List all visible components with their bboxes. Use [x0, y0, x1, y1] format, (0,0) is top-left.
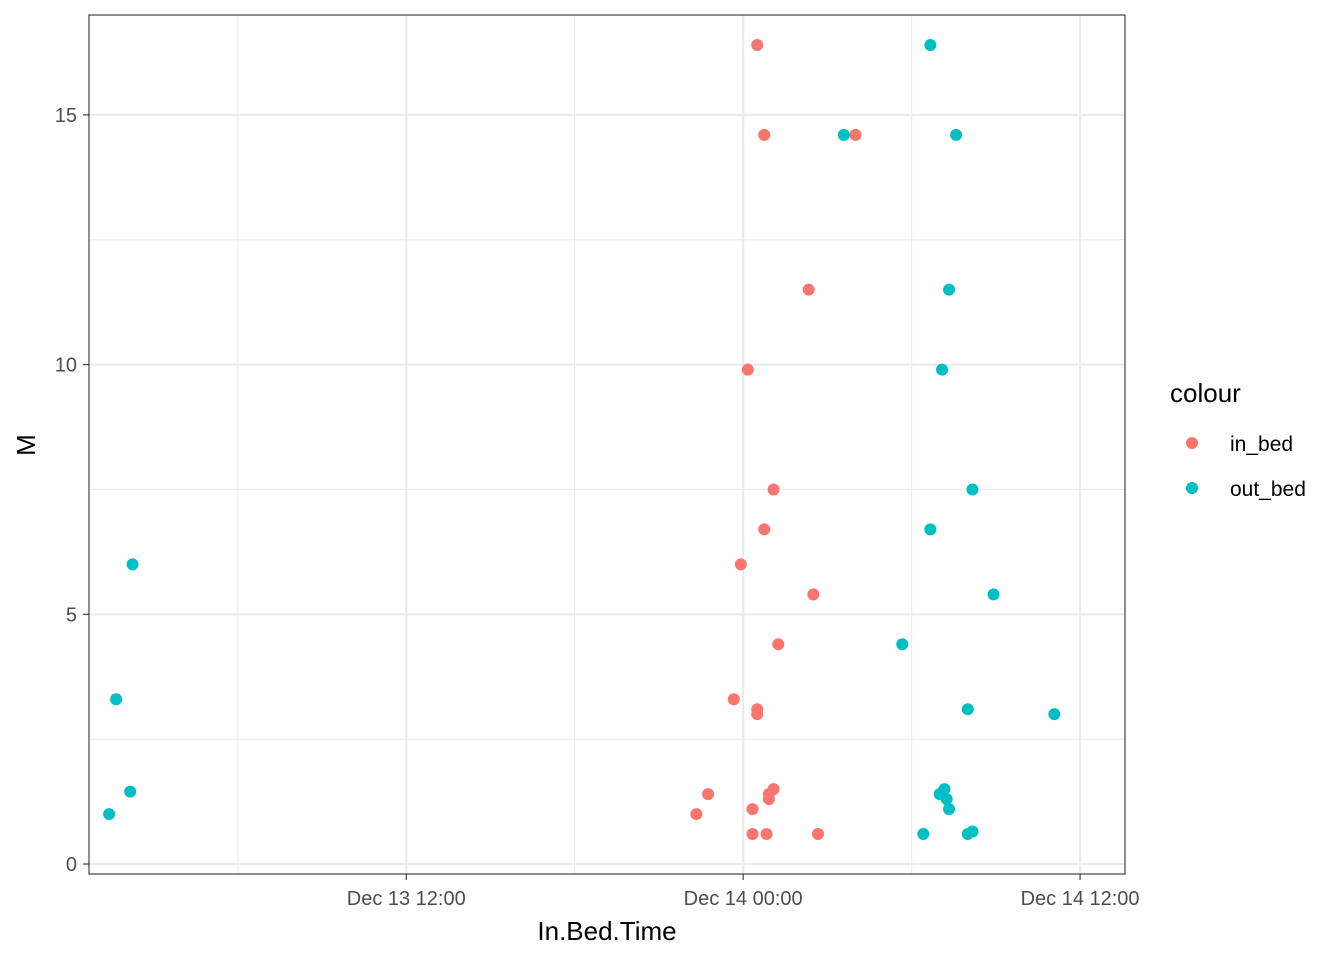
point-in-bed	[758, 523, 771, 536]
grid-lines	[89, 15, 1125, 874]
legend-key-out-bed	[1186, 482, 1198, 494]
legend: colour in_bed out_bed	[1170, 378, 1306, 501]
point-out-bed	[940, 793, 953, 806]
legend-label: in_bed	[1230, 433, 1293, 456]
point-in-bed	[802, 283, 815, 296]
point-out-bed	[966, 483, 979, 496]
point-in-bed	[762, 793, 775, 806]
point-out-bed	[961, 703, 974, 716]
point-in-bed	[702, 788, 715, 801]
point-in-bed	[772, 638, 785, 651]
x-tick-label: Dec 14 00:00	[684, 888, 803, 910]
y-axis-title: M	[11, 434, 41, 456]
point-in-bed	[812, 828, 825, 841]
point-in-bed	[760, 828, 773, 841]
point-in-bed	[751, 38, 764, 51]
point-out-bed	[987, 588, 1000, 601]
point-out-bed	[966, 825, 979, 838]
point-in-bed	[734, 558, 747, 571]
point-out-bed	[924, 523, 937, 536]
point-in-bed	[807, 588, 820, 601]
y-tick-label: 15	[55, 105, 77, 127]
x-axis-title: In.Bed.Time	[537, 916, 676, 946]
point-out-bed	[837, 128, 850, 141]
plot-panel-border	[88, 14, 1126, 875]
point-out-bed	[124, 785, 137, 798]
x-tick-label: Dec 13 12:00	[347, 888, 466, 910]
point-out-bed	[924, 38, 937, 51]
point-out-bed	[943, 283, 956, 296]
point-in-bed	[758, 128, 771, 141]
y-tick-label: 5	[66, 604, 77, 626]
point-in-bed	[767, 483, 780, 496]
point-in-bed	[746, 803, 759, 816]
point-out-bed	[103, 808, 116, 821]
y-tick-label: 0	[66, 854, 77, 876]
point-out-bed	[917, 828, 930, 841]
point-out-bed	[1048, 708, 1061, 721]
point-out-bed	[126, 558, 139, 571]
x-tick-label: Dec 14 12:00	[1021, 888, 1140, 910]
point-in-bed	[727, 693, 740, 706]
legend-items: in_bed out_bed	[1186, 433, 1306, 501]
point-in-bed	[849, 128, 862, 141]
point-out-bed	[950, 128, 963, 141]
legend-title: colour	[1170, 378, 1241, 408]
point-out-bed	[943, 803, 956, 816]
legend-key-in-bed	[1186, 437, 1198, 449]
point-in-bed	[741, 363, 754, 376]
point-in-bed	[690, 808, 703, 821]
point-in-bed	[751, 708, 764, 721]
y-tick-label: 10	[55, 355, 77, 377]
point-out-bed	[896, 638, 909, 651]
point-out-bed	[936, 363, 949, 376]
legend-label: out_bed	[1230, 478, 1306, 501]
point-out-bed	[110, 693, 123, 706]
axes: 0 5 10 15 Dec 13 12:00 Dec 14 00:00 Dec 14 12:…	[55, 105, 1140, 910]
point-in-bed	[746, 828, 759, 841]
point-out-bed	[938, 783, 951, 796]
data-points	[103, 38, 1061, 841]
